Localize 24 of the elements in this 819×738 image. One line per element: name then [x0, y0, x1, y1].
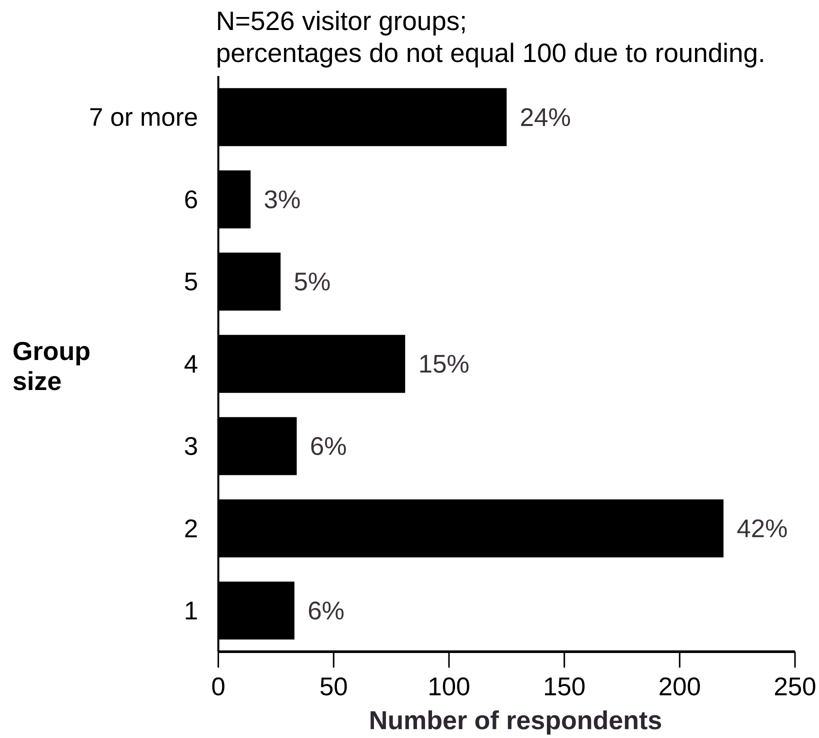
- y-tick-label: 5: [184, 272, 198, 290]
- annotation: 6%: [311, 437, 346, 456]
- x-tick-label: 250: [775, 677, 816, 696]
- y-axis-title: Group size: [13, 342, 90, 390]
- annotation: 15%: [420, 354, 468, 373]
- text: N=526 visitor groups;: [218, 10, 465, 36]
- annotation: 42%: [737, 519, 787, 538]
- y-tick-label: 3: [184, 437, 197, 456]
- x-tick-label: 0: [212, 677, 224, 696]
- y-tick-label: 2: [185, 519, 197, 538]
- annotation: 6%: [308, 602, 344, 620]
- x-tick-label: 100: [430, 677, 470, 696]
- annotation: 3%: [264, 190, 300, 208]
- y-tick-label: 1: [186, 602, 197, 620]
- x-axis-title: Number of respondents: [370, 710, 662, 735]
- x-tick-label: 200: [660, 677, 700, 696]
- x-tick-label: 150: [544, 677, 585, 696]
- annotation: 5%: [294, 272, 330, 291]
- y-tick-label: 7 or more: [90, 108, 197, 126]
- text: percentages do not equal 100 due to rounding.: [218, 42, 763, 68]
- x-tick-label: 50: [320, 677, 347, 696]
- y-tick-label: 4: [184, 355, 198, 373]
- annotation: 24%: [521, 108, 570, 126]
- y-tick-label: 6: [185, 190, 197, 208]
